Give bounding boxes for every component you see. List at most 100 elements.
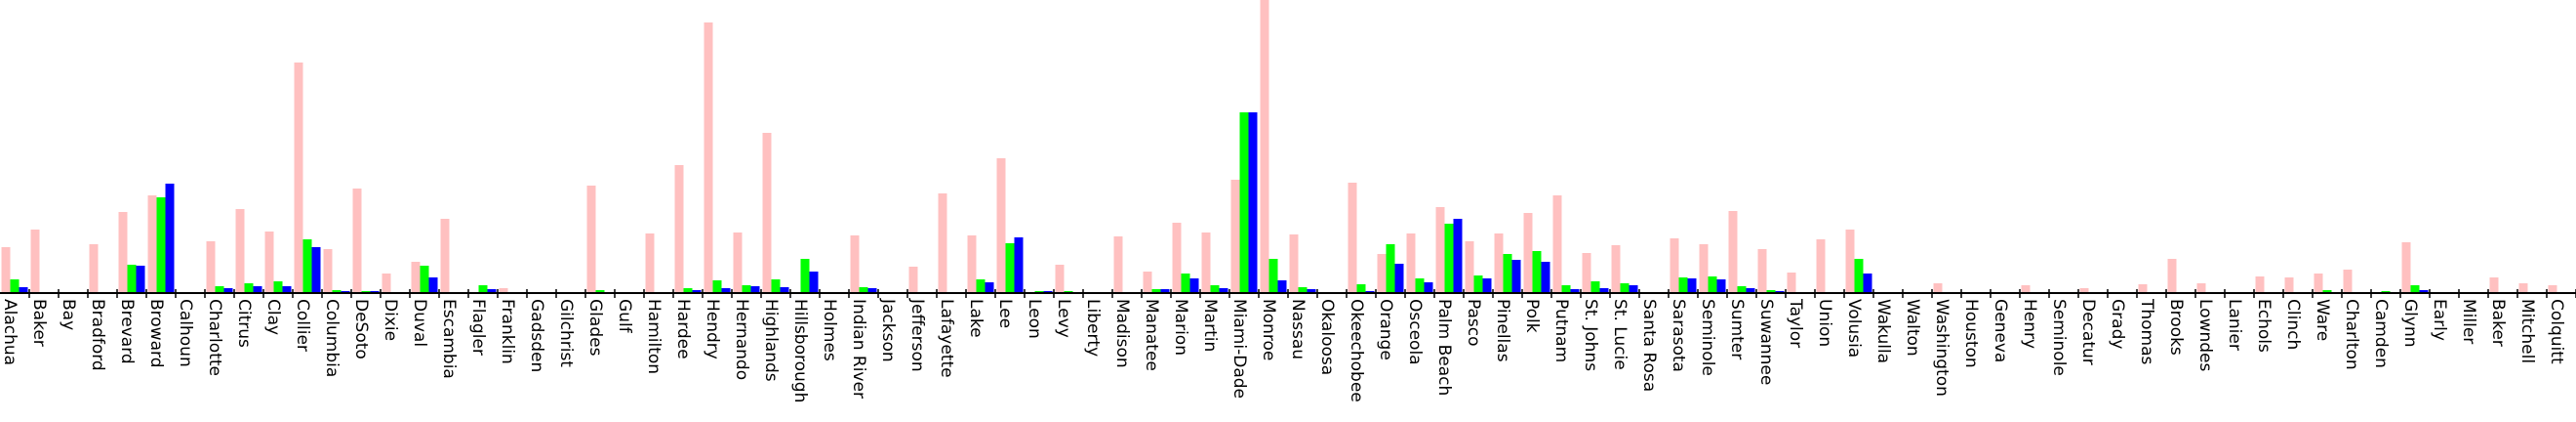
- x-tick-label-19: Gilchrist: [556, 299, 576, 367]
- x-tick-label-6: Calhoun: [176, 299, 195, 367]
- bar-33-series-1: [976, 279, 986, 293]
- bar-59-series-0: [1728, 211, 1738, 293]
- x-tick-label-51: Pinellas: [1493, 299, 1512, 362]
- x-tick-label-62: Union: [1815, 299, 1834, 347]
- x-tick-label-74: Brooks: [2166, 299, 2186, 356]
- bar-41-series-0: [1201, 232, 1211, 293]
- bar-43-series-2: [1277, 280, 1287, 293]
- x-tick-label-70: Seminole: [2049, 299, 2069, 376]
- bar-1-series-0: [30, 230, 40, 293]
- x-tick-label-63: Volusia: [1844, 299, 1864, 358]
- bar-8-series-1: [244, 283, 254, 293]
- bar-23-series-2: [692, 290, 702, 293]
- x-tick-label-73: Thomas: [2137, 298, 2156, 365]
- bar-44-series-2: [1307, 289, 1316, 293]
- bar-29-series-0: [850, 235, 860, 293]
- x-tick-label-31: Jefferson: [907, 298, 927, 372]
- bar-36-series-0: [1055, 265, 1065, 293]
- bar-63-series-1: [1854, 259, 1864, 293]
- bar-51-series-1: [1503, 254, 1512, 293]
- bar-60-series-0: [1757, 249, 1767, 293]
- bar-11-series-0: [323, 249, 333, 293]
- bar-26-series-1: [771, 279, 781, 293]
- bar-10-series-1: [302, 239, 312, 293]
- x-tick-label-32: Lafayette: [937, 299, 956, 378]
- x-tick-label-83: Early: [2430, 299, 2449, 341]
- x-tick-label-11: Columbia: [322, 299, 342, 377]
- x-tick-label-60: Suwannee: [1756, 299, 1776, 385]
- x-tick-label-65: Walton: [1903, 299, 1922, 357]
- bar-82-series-1: [2410, 285, 2420, 293]
- x-tick-label-55: St. Lucie: [1610, 299, 1630, 370]
- bar-7-series-1: [215, 286, 224, 293]
- bar-49-series-0: [1435, 207, 1445, 293]
- x-tick-labels-group: Alachua Baker Bay Bradford Brevard Broward Cal…: [0, 298, 2566, 402]
- bar-47-series-2: [1394, 264, 1404, 293]
- bar-7-series-2: [223, 288, 233, 293]
- bar-34-series-1: [1005, 243, 1015, 293]
- bar-75-series-0: [2196, 283, 2206, 293]
- bar-78-series-0: [2284, 277, 2294, 293]
- bar-50-series-0: [1465, 241, 1474, 293]
- bar-48-series-0: [1406, 233, 1416, 293]
- bar-14-series-2: [428, 277, 438, 293]
- bar-50-series-1: [1473, 275, 1483, 293]
- bar-40-series-1: [1181, 274, 1190, 293]
- bar-27-series-2: [809, 272, 819, 293]
- bar-40-series-2: [1189, 278, 1199, 293]
- bar-4-series-2: [136, 266, 145, 293]
- bar-44-series-1: [1298, 287, 1308, 293]
- bar-80-series-0: [2343, 270, 2353, 293]
- bar-14-series-1: [420, 266, 429, 293]
- bar-63-series-0: [1845, 230, 1855, 293]
- bar-50-series-2: [1482, 278, 1492, 293]
- bar-32-series-0: [938, 193, 947, 293]
- x-tick-label-46: Okeechobee: [1347, 299, 1366, 402]
- x-tick-label-72: Grady: [2108, 299, 2127, 349]
- bar-85-series-0: [2489, 277, 2499, 293]
- x-tick-label-52: Polk: [1522, 299, 1542, 333]
- bar-51-series-2: [1511, 260, 1521, 293]
- bar-12-series-0: [352, 189, 362, 293]
- bar-9-series-0: [264, 232, 274, 293]
- x-tick-label-45: Okaloosa: [1317, 299, 1337, 375]
- x-tick-label-86: Mitchell: [2517, 299, 2537, 363]
- x-tick-label-77: Echols: [2254, 299, 2274, 353]
- x-tick-label-50: Pasco: [1464, 299, 1483, 347]
- bar-15-series-0: [440, 219, 450, 293]
- bar-58-series-2: [1716, 279, 1726, 293]
- x-tick-label-23: Hardee: [673, 299, 693, 359]
- bars-group: [1, 0, 2557, 293]
- x-tick-label-34: Lee: [995, 299, 1015, 328]
- bar-87-series-0: [2548, 285, 2557, 293]
- bar-40-series-0: [1172, 223, 1182, 293]
- bar-10-series-2: [311, 247, 321, 293]
- bar-23-series-0: [674, 165, 684, 293]
- x-tick-label-41: Martin: [1200, 299, 1220, 352]
- bar-73-series-0: [2138, 284, 2148, 293]
- bar-27-series-1: [800, 259, 810, 293]
- bar-17-series-0: [499, 288, 508, 293]
- bar-33-series-0: [967, 235, 977, 293]
- bar-42-series-0: [1230, 180, 1240, 293]
- bar-0-series-1: [10, 279, 20, 293]
- x-tick-label-87: Colquitt: [2547, 299, 2566, 364]
- x-tick-label-71: Decatur: [2078, 299, 2098, 365]
- bar-22-series-0: [645, 233, 655, 293]
- bar-48-series-1: [1415, 278, 1425, 293]
- bar-57-series-2: [1687, 278, 1697, 293]
- x-tick-label-56: Santa Rosa: [1639, 299, 1659, 392]
- x-tick-label-43: Monroe: [1259, 299, 1278, 360]
- bar-47-series-0: [1377, 254, 1387, 293]
- bar-7-series-0: [206, 241, 216, 293]
- bar-5-series-2: [165, 184, 175, 293]
- bar-10-series-0: [294, 63, 303, 293]
- x-tick-label-10: Collier: [293, 299, 312, 352]
- bar-25-series-2: [750, 286, 760, 293]
- bar-63-series-2: [1863, 274, 1872, 293]
- x-tick-label-7: Charlotte: [205, 299, 224, 376]
- x-tick-label-82: Glynn: [2400, 299, 2420, 348]
- x-tick-label-58: Seminole: [1698, 299, 1717, 376]
- x-tick-label-80: Charlton: [2342, 299, 2361, 370]
- x-tick-label-85: Baker: [2488, 299, 2508, 347]
